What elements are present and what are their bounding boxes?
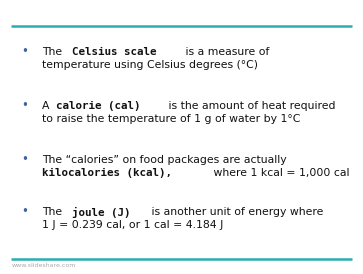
Text: is the amount of heat required: is the amount of heat required <box>165 101 336 111</box>
Text: calorie (cal): calorie (cal) <box>56 101 141 111</box>
Text: The “calories” on food packages are actually: The “calories” on food packages are actu… <box>42 155 287 165</box>
Text: The: The <box>42 47 66 57</box>
Text: •: • <box>21 99 28 113</box>
Text: where 1 kcal = 1,000 cal: where 1 kcal = 1,000 cal <box>210 168 349 178</box>
Text: •: • <box>21 153 28 167</box>
Text: 1 J = 0.239 cal, or 1 cal = 4.184 J: 1 J = 0.239 cal, or 1 cal = 4.184 J <box>42 220 223 230</box>
Text: •: • <box>21 206 28 218</box>
Text: temperature using Celsius degrees (°C): temperature using Celsius degrees (°C) <box>42 60 258 70</box>
Text: is another unit of energy where: is another unit of energy where <box>148 207 323 217</box>
Text: •: • <box>21 45 28 59</box>
Text: kilocalories (kcal),: kilocalories (kcal), <box>42 168 172 178</box>
Text: Celsius scale: Celsius scale <box>73 47 157 57</box>
Text: is a measure of: is a measure of <box>182 47 269 57</box>
Text: A: A <box>42 101 53 111</box>
Text: The: The <box>42 207 66 217</box>
Text: joule (J): joule (J) <box>73 207 131 218</box>
Text: to raise the temperature of 1 g of water by 1°C: to raise the temperature of 1 g of water… <box>42 114 300 124</box>
Text: www.slideshare.com: www.slideshare.com <box>12 263 76 268</box>
